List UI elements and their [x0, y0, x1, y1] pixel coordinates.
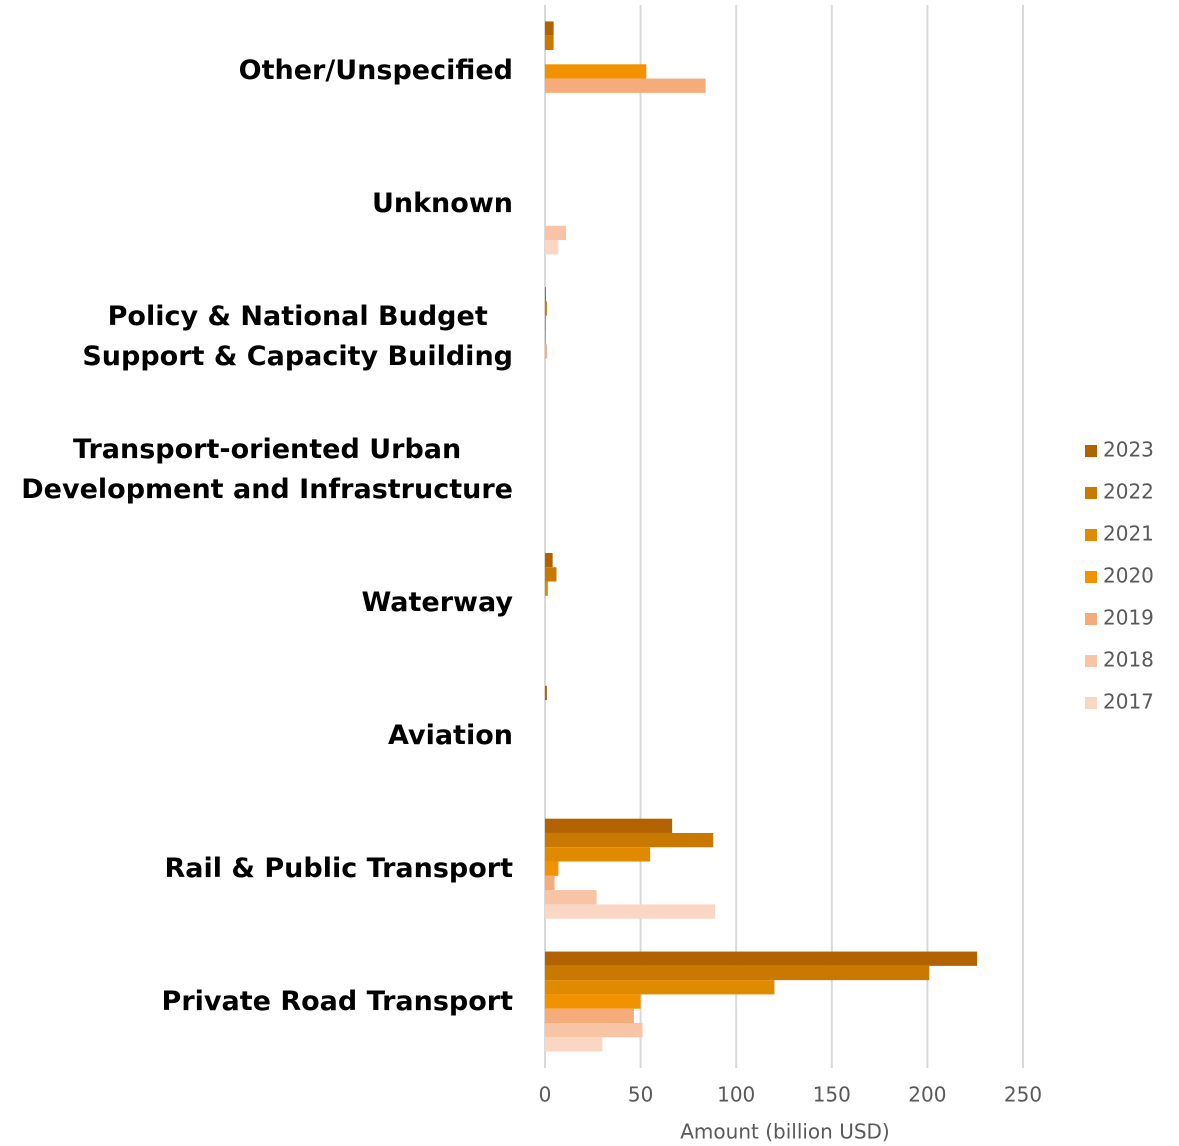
legend-label: 2022 — [1103, 480, 1154, 504]
legend-marker — [1085, 613, 1097, 625]
category-label: Waterway — [361, 586, 513, 618]
x-tick-label: 50 — [628, 1083, 653, 1107]
legend-marker — [1085, 445, 1097, 457]
category-label: Rail & Public Transport — [164, 852, 514, 884]
bar — [545, 1008, 634, 1023]
bar — [545, 330, 546, 345]
bar — [545, 240, 559, 255]
legend-label: 2018 — [1103, 648, 1154, 672]
bar — [545, 552, 553, 568]
bar — [545, 315, 546, 331]
bar — [545, 1022, 643, 1038]
bar — [545, 847, 651, 862]
legend-marker — [1085, 529, 1097, 541]
bar — [545, 994, 641, 1009]
bar — [545, 951, 978, 966]
category-label: Private Road Transport — [161, 985, 513, 1017]
legend-marker — [1085, 655, 1097, 667]
category-label: Transport-oriented Urban Development and… — [21, 434, 513, 506]
bar — [545, 21, 554, 36]
bar — [545, 685, 547, 701]
legend-label: 2021 — [1103, 522, 1154, 546]
category-label: Aviation — [388, 719, 513, 751]
bar — [545, 567, 557, 582]
legend-marker — [1085, 571, 1097, 583]
x-tick-label: 250 — [1004, 1083, 1042, 1107]
bar — [545, 980, 775, 995]
x-tick-label: 100 — [717, 1083, 755, 1107]
bar — [545, 581, 548, 596]
bar — [545, 344, 547, 359]
bar — [545, 35, 554, 51]
bar — [545, 890, 597, 905]
bar — [545, 965, 930, 981]
x-axis-label: Amount (billion USD) — [680, 1120, 889, 1144]
bar — [545, 861, 559, 876]
bar — [545, 1037, 603, 1052]
legend-marker — [1085, 487, 1097, 499]
bar — [545, 225, 567, 241]
legend-label: 2019 — [1103, 606, 1154, 630]
bar — [545, 818, 673, 833]
bar — [545, 287, 546, 302]
x-tick-label: 150 — [813, 1083, 851, 1107]
x-tick-label: 200 — [908, 1083, 946, 1107]
category-label: Unknown — [371, 188, 513, 220]
legend-label: 2023 — [1103, 438, 1154, 462]
bar — [545, 78, 706, 93]
bar — [545, 64, 647, 79]
bar — [545, 875, 555, 891]
bar — [545, 904, 716, 919]
legend-label: 2017 — [1103, 690, 1154, 714]
x-tick-label: 0 — [539, 1083, 552, 1107]
bar — [545, 301, 547, 316]
legend-marker — [1085, 697, 1097, 709]
category-label: Policy & National Budget Support & Capac… — [82, 301, 513, 373]
category-label: Other/Unspecified — [238, 55, 513, 87]
bar — [545, 832, 714, 848]
legend-label: 2020 — [1103, 564, 1154, 588]
